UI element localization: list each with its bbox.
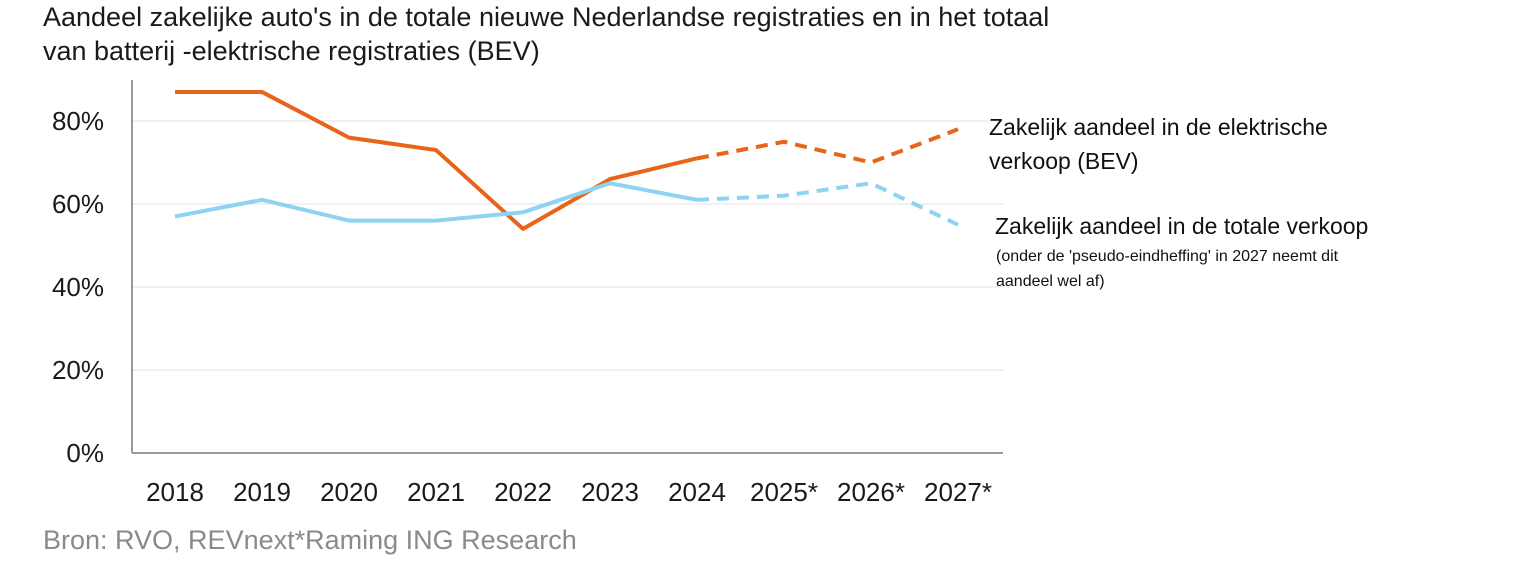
y-tick-label: 80%	[52, 106, 104, 136]
series-line-total-actual	[174, 181, 698, 223]
source-note: Bron: RVO, REVnext*Raming ING Research	[43, 525, 577, 555]
x-tick-label: 2018	[146, 477, 204, 507]
x-axis-ticks: 2018 2019 2020 2021 2022 2023 2024 2025* 2026* 20…	[146, 477, 992, 507]
y-tick-label: 0%	[66, 438, 104, 468]
y-axis-ticks: 0% 20% 40% 60% 80%	[52, 106, 104, 468]
series-label-total: Zakelijk aandeel in de totale verkoop	[995, 213, 1368, 239]
series-label-bev: verkoop (BEV)	[989, 148, 1139, 174]
x-tick-label: 2024	[668, 477, 726, 507]
x-tick-label: 2021	[407, 477, 465, 507]
axes	[131, 80, 1003, 454]
x-tick-label: 2020	[320, 477, 378, 507]
x-tick-label: 2025*	[750, 477, 818, 507]
series-line-bev-forecast	[696, 127, 959, 165]
y-tick-label: 40%	[52, 272, 104, 302]
x-tick-label: 2026*	[837, 477, 905, 507]
chart-title-line-2: van batterij -elektrische registraties (…	[43, 36, 540, 66]
x-tick-label: 2023	[581, 477, 639, 507]
series-note-total: (onder de 'pseudo-eindheffing' in 2027 n…	[996, 248, 1339, 265]
series-line-bev-actual	[175, 89, 698, 231]
chart-title-line-1: Aandeel zakelijke auto's in de totale ni…	[43, 2, 1050, 32]
y-tick-label: 20%	[52, 355, 104, 385]
series-line-total-forecast	[696, 181, 959, 227]
gridlines	[132, 120, 1003, 371]
chart-title: Aandeel zakelijke auto's in de totale ni…	[43, 0, 1049, 68]
series-lines	[174, 89, 959, 231]
series-label-bev: Zakelijk aandeel in de elektrische	[989, 114, 1328, 140]
series-annotations: Zakelijk aandeel in de elektrische verkoo…	[989, 114, 1368, 290]
y-tick-label: 60%	[52, 189, 104, 219]
x-tick-label: 2027*	[924, 477, 992, 507]
x-tick-label: 2019	[233, 477, 291, 507]
series-note-total: aandeel wel af)	[996, 273, 1105, 290]
x-tick-label: 2022	[494, 477, 552, 507]
